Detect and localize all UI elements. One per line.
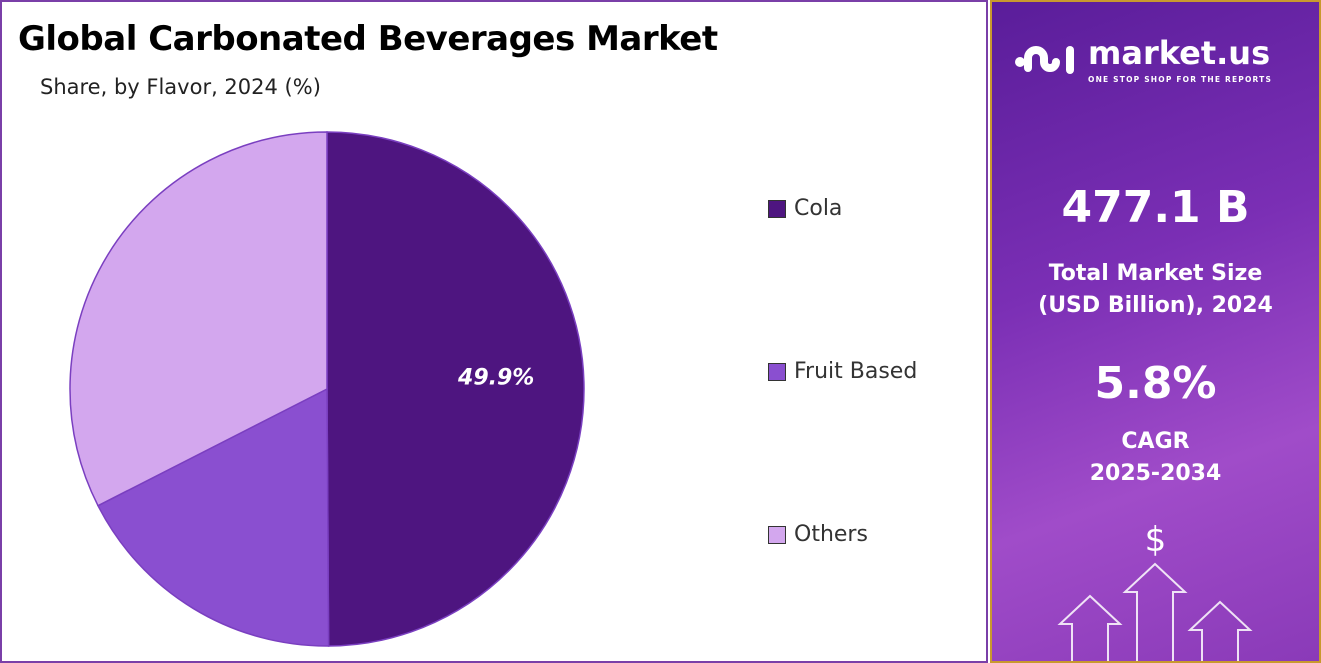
data-label: 49.9%: [457, 366, 534, 391]
chart-title: Global Carbonated Beverages Market: [18, 19, 718, 59]
cagr-label: CAGR: [1121, 429, 1190, 454]
legend-item: Cola: [768, 195, 842, 223]
pie-slice-fruit-based: [97, 387, 330, 647]
market-size-label: Total Market Size: [1048, 261, 1263, 286]
cagr-period: 2025-2034: [1089, 461, 1222, 486]
logo: market.us ONE STOP SHOP FOR THE REPORTS: [1014, 34, 1272, 85]
legend-swatch: [768, 200, 786, 218]
cagr-value: 5.8%: [1094, 358, 1217, 409]
dollar-icon: $: [1144, 520, 1167, 560]
pie-chart: 49.9%: [69, 131, 585, 647]
legend-swatch: [768, 363, 786, 381]
growth-arrows-icon: [1057, 562, 1253, 661]
market-size-unit: (USD Billion), 2024: [1038, 293, 1273, 318]
legend-item: Others: [768, 521, 868, 549]
legend-swatch: [768, 526, 786, 544]
legend-label: Fruit Based: [794, 359, 918, 384]
pie-slice-cola: [326, 131, 585, 647]
logo-tagline: ONE STOP SHOP FOR THE REPORTS: [1088, 75, 1273, 84]
pie-slice-others: [69, 131, 328, 507]
chart-subtitle: Share, by Flavor, 2024 (%): [40, 75, 321, 99]
logo-name: market.us: [1088, 34, 1271, 72]
market-us-logo-icon: [1015, 45, 1074, 74]
summary-panel: market.us ONE STOP SHOP FOR THE REPORTS …: [990, 0, 1321, 663]
legend-label: Cola: [794, 196, 843, 221]
legend-label: Others: [794, 522, 868, 547]
chart-panel: Global Carbonated Beverages Market Share…: [0, 0, 988, 663]
legend-item: Fruit Based: [768, 358, 917, 386]
market-size-value: 477.1 B: [1061, 182, 1250, 233]
